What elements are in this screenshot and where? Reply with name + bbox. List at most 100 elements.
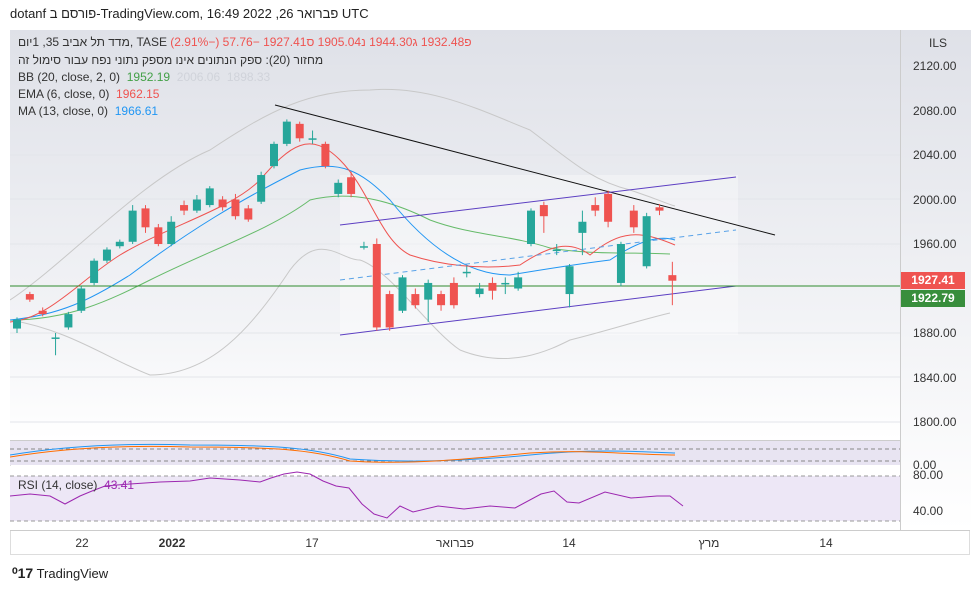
candle-body <box>411 294 420 306</box>
rsi-line <box>10 471 684 519</box>
candle-body <box>437 294 446 306</box>
price-pane[interactable]: מדד תל אביב 35, 1יום, TASE פ1932.48 ג194… <box>10 30 900 440</box>
bb-lower-line <box>10 248 671 376</box>
candle-body <box>77 288 86 311</box>
time-tick: מרץ <box>698 536 720 550</box>
bb-upper-value: 2006.06 <box>176 70 221 84</box>
trendline-resistance <box>274 104 776 236</box>
price-scale[interactable]: ILS 2120.00 2080.00 2040.00 2000.00 1960… <box>900 30 971 530</box>
tradingview-logo[interactable]: ⁰17 TradingView <box>12 565 108 582</box>
candle-body <box>128 210 137 242</box>
osc-line-orange <box>10 445 676 463</box>
candle-body <box>591 205 600 211</box>
candle-body <box>604 193 613 222</box>
candle-body <box>514 277 523 289</box>
candle-body <box>102 249 111 261</box>
candle-body <box>282 121 291 144</box>
candle-body <box>385 294 394 328</box>
close-value: ס1927.41 <box>263 35 315 49</box>
bb-lower-value: 1898.33 <box>226 70 271 84</box>
candle-body <box>424 282 433 300</box>
time-tick: 14 <box>562 536 576 550</box>
candle-body <box>449 282 458 306</box>
ema-value: 1962.15 <box>116 87 160 101</box>
ma-value: 1966.61 <box>114 104 159 118</box>
price-tick: 1880.00 <box>913 326 957 340</box>
time-tick: 14 <box>819 536 833 550</box>
bb-upper-line <box>10 88 676 301</box>
rsi-legend[interactable]: RSI (14, close) 43.41 <box>18 478 134 492</box>
bb-value: 1952.19 <box>126 70 171 84</box>
candle-body <box>38 310 47 315</box>
candle-body <box>527 210 535 244</box>
rsi-label: RSI (14, close) <box>18 478 98 492</box>
rsi-plot <box>10 471 900 522</box>
candle-body <box>398 277 407 311</box>
price-tick: 2000.00 <box>913 193 957 207</box>
candle-body <box>616 244 625 283</box>
candle-body <box>154 227 163 244</box>
price-tick: 2040.00 <box>913 148 957 162</box>
candle-body <box>488 282 497 291</box>
candle-body <box>334 182 343 194</box>
price-tick: 1840.00 <box>913 371 957 385</box>
price-tick: 1800.00 <box>913 415 957 429</box>
candle-body <box>25 294 34 300</box>
candle-body <box>552 249 561 252</box>
rsi-value: 43.41 <box>104 478 135 492</box>
symbol-legend[interactable]: מדד תל אביב 35, 1יום, TASE פ1932.48 ג194… <box>18 35 472 49</box>
candle-body <box>475 288 484 295</box>
time-tick: 17 <box>305 536 319 550</box>
ma-legend[interactable]: MA (13, close, 0) 1966.61 <box>18 104 158 118</box>
rsi-pane[interactable]: RSI (14, close) 43.41 <box>10 466 900 530</box>
candle-body <box>192 199 201 211</box>
candle-body <box>257 175 266 202</box>
candles <box>13 119 677 356</box>
osc-tick: 0.00 <box>913 458 937 472</box>
candle-body <box>244 208 253 220</box>
candle-body <box>308 138 317 140</box>
candle-body <box>64 314 73 328</box>
rsi-band <box>10 476 900 521</box>
candle-body <box>167 221 176 244</box>
candle-body <box>90 260 99 283</box>
candle-body <box>578 221 587 233</box>
candle-body <box>218 199 227 208</box>
volume-note: מחזור (20): ספק הנתונים אינו מספק נתוני … <box>18 53 324 67</box>
last-price-badge: 1927.41 <box>901 272 965 289</box>
line-price-badge: 1922.79 <box>901 290 965 307</box>
candle-body <box>668 275 677 281</box>
high-value: ג1944.30 <box>369 35 418 49</box>
candle-body <box>51 337 60 339</box>
candle-body <box>295 123 304 139</box>
candle-body <box>141 208 150 228</box>
candle-body <box>115 241 124 247</box>
price-plot <box>10 65 900 423</box>
oscillator-plot <box>10 443 900 463</box>
price-tick: 2080.00 <box>913 104 957 118</box>
candle-body <box>565 266 574 295</box>
bb-legend[interactable]: BB (20, close, 2, 0) 1952.19 2006.06 189… <box>18 70 270 84</box>
channel-mid <box>339 229 737 281</box>
change-value: −57.76 (−2.91%) <box>170 35 260 49</box>
candle-body <box>347 177 356 194</box>
candle-body <box>372 244 381 328</box>
time-tick: 2022 <box>158 536 186 550</box>
candle-body <box>13 319 21 329</box>
channel-lower <box>339 285 737 336</box>
candle-body <box>642 216 651 267</box>
currency-label: ILS <box>929 36 948 50</box>
candle-body <box>539 205 548 217</box>
bb-basis-line <box>10 195 671 321</box>
oscillator-pane[interactable] <box>10 440 900 465</box>
bb-label: BB (20, close, 2, 0) <box>18 70 121 84</box>
price-tick: 1960.00 <box>913 237 957 251</box>
rsi-tick: 80.00 <box>913 468 944 482</box>
low-value: נ1905.04 <box>317 35 366 49</box>
price-tick: 2120.00 <box>913 59 957 73</box>
candle-body <box>359 246 368 248</box>
time-axis[interactable]: 22 2022 17 פברואר 14 מרץ 14 <box>10 530 970 556</box>
tv-logo-icon: ⁰17 <box>12 565 34 581</box>
ema-legend[interactable]: EMA (6, close, 0) 1962.15 <box>18 87 159 101</box>
candle-body <box>231 199 240 217</box>
